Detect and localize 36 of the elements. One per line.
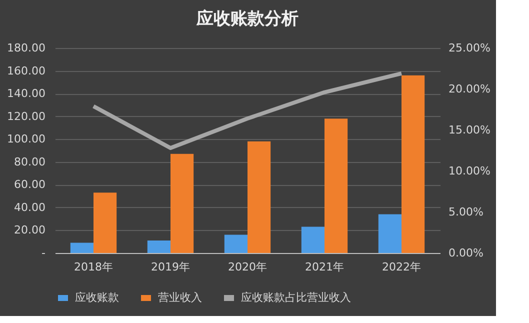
line-series: [92, 71, 404, 150]
x-tick-label: 2018年: [74, 260, 113, 274]
chart-title: 应收账款分析: [196, 9, 298, 29]
x-tick-label: 2021年: [305, 260, 344, 274]
y-tick-label: 40.00: [14, 200, 46, 214]
bar: [378, 214, 402, 253]
bar: [324, 118, 348, 253]
y2-tick-label: 5.00%: [448, 206, 484, 218]
bar: [170, 154, 194, 253]
legend-label: 营业收入: [158, 291, 202, 304]
y-tick-label: 60.00: [14, 178, 46, 192]
y2-tick-label: 15.00%: [448, 124, 490, 136]
bar: [301, 226, 324, 253]
y-tick-label: 140.00: [7, 87, 46, 100]
legend-label: 应收账款占比营业收入: [241, 291, 351, 304]
y-tick-label: 100.00: [7, 132, 46, 146]
bar: [147, 240, 170, 253]
x-tick-label: 2022年: [382, 260, 421, 274]
bar: [248, 141, 271, 253]
x-tick-label: 2019年: [151, 260, 190, 274]
y-tick-label: -: [42, 246, 46, 260]
legend-label: 应收账款: [75, 291, 119, 304]
y-tick-label: 20.00: [14, 224, 46, 237]
x-tick-label: 2020年: [228, 260, 267, 274]
y-tick-label: 120.00: [7, 110, 46, 123]
y-tick-label: 180.00: [7, 42, 46, 54]
bar: [70, 242, 94, 253]
y2-tick-label: 0.00%: [448, 246, 484, 260]
y2-tick-label: 25.00%: [448, 42, 490, 54]
y-tick-label: 80.00: [14, 155, 46, 168]
bar: [402, 75, 425, 253]
y-tick-label: 160.00: [7, 64, 46, 78]
y2-tick-label: 10.00%: [448, 164, 490, 178]
bar: [94, 192, 117, 253]
y2-tick-label: 20.00%: [448, 82, 490, 96]
bar: [224, 234, 248, 253]
